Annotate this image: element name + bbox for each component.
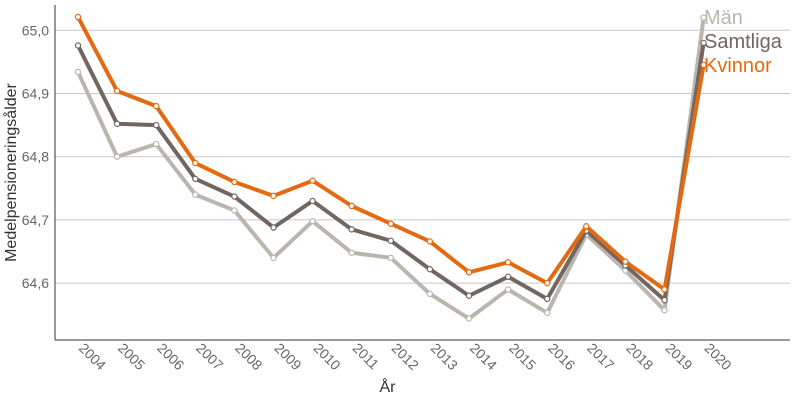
data-point (544, 295, 551, 303)
data-point (152, 102, 160, 110)
series-line (76, 15, 706, 292)
x-tick-labels: 2004 2005 2006 2007 2008 2009 2010 2011 2012 2013… (76, 340, 735, 373)
x-tick-label: 2007 (193, 340, 226, 373)
data-point (270, 254, 277, 262)
x-tick-label: 2011 (350, 340, 383, 373)
data-point (426, 238, 434, 245)
data-point (544, 309, 551, 317)
data-point (504, 273, 512, 280)
data-point (270, 192, 277, 200)
data-point (152, 140, 160, 148)
data-point (661, 307, 668, 314)
data-point (231, 207, 238, 214)
x-tick-label: 2010 (310, 340, 343, 373)
x-tick-label: 2018 (623, 340, 656, 373)
data-point (113, 153, 121, 160)
x-tick-label: 2016 (545, 340, 578, 373)
x-tick-label: 2015 (506, 340, 539, 373)
data-point (661, 286, 668, 293)
data-point (387, 237, 394, 244)
data-point (465, 315, 473, 322)
y-tick-label: 64,8 (22, 149, 49, 165)
x-tick-label: 2008 (232, 340, 265, 373)
data-point (504, 259, 512, 266)
x-tick-label: 2009 (271, 340, 304, 373)
data-point (231, 178, 238, 186)
data-point (661, 296, 668, 304)
data-point (465, 292, 473, 299)
y-tick-label: 64,6 (22, 275, 49, 291)
data-point (387, 220, 394, 227)
x-tick-label: 2013 (428, 340, 461, 373)
data-point (309, 217, 316, 225)
x-tick-label: 2017 (584, 340, 617, 373)
x-tick-label: 2004 (76, 340, 109, 373)
x-tick-label: 2014 (467, 340, 500, 373)
series-lines (74, 13, 707, 322)
series-label: Kvinnor (704, 55, 772, 77)
series-line (76, 40, 706, 303)
data-point (465, 269, 473, 276)
series-label: Män (704, 7, 743, 29)
series-1 (74, 39, 707, 304)
x-axis-title: År (380, 377, 397, 396)
data-point (270, 224, 277, 231)
x-tick-label: 2005 (115, 340, 148, 373)
data-point (544, 279, 551, 287)
data-point (700, 39, 707, 47)
data-point (231, 193, 238, 200)
data-point (504, 286, 512, 293)
data-point (348, 202, 355, 210)
series-2 (74, 13, 707, 293)
x-tick-label: 2019 (662, 340, 695, 373)
series-line (76, 15, 706, 321)
data-point (309, 197, 316, 205)
data-point (700, 61, 707, 69)
data-point (113, 120, 121, 128)
x-tick-label: 2012 (389, 340, 422, 373)
data-point (348, 249, 355, 256)
data-point (152, 121, 160, 129)
data-point (309, 177, 316, 184)
y-axis-title: Medelpensioneringsålder (2, 82, 20, 261)
data-point (426, 290, 434, 298)
x-tick-label: 2020 (701, 340, 734, 373)
series-0 (74, 14, 707, 322)
data-point (113, 87, 121, 95)
data-point (192, 159, 199, 167)
y-tick-labels: 64,6 64,7 64,8 64,9 65,0 (22, 22, 49, 291)
data-point (74, 42, 82, 49)
y-tick-label: 65,0 (22, 22, 49, 38)
data-point (387, 254, 394, 262)
y-tick-label: 64,9 (22, 85, 49, 101)
data-point (583, 223, 590, 230)
data-point (426, 266, 434, 273)
y-tick-label: 64,7 (22, 212, 49, 228)
data-point (192, 175, 199, 183)
data-point (700, 14, 707, 21)
data-point (74, 13, 82, 21)
data-point (192, 191, 199, 198)
x-tick-label: 2006 (154, 340, 187, 373)
data-point (348, 226, 355, 233)
series-label: Samtliga (704, 31, 783, 53)
data-point (622, 258, 629, 265)
data-point (74, 68, 82, 76)
